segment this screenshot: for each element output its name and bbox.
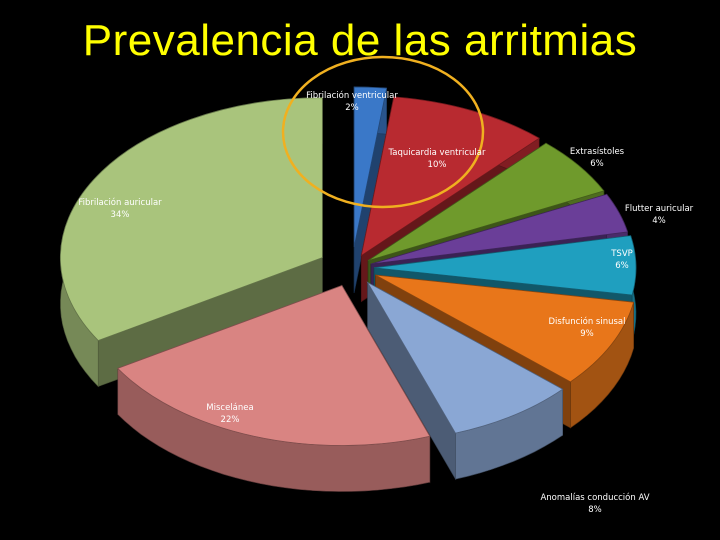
slice-value-label: 6%	[590, 159, 604, 169]
slice-2	[360, 96, 540, 257]
slice-value-label: 6%	[615, 261, 629, 271]
pie-tops	[59, 86, 637, 446]
slice-label: Flutter auricular	[625, 204, 694, 214]
slice-label: Miscelánea	[206, 403, 253, 413]
slice-label: Taquicardia ventricular	[388, 148, 487, 158]
slice-5	[373, 235, 637, 296]
slice-label: Disfunción sinusal	[549, 316, 626, 327]
slice-8	[117, 285, 431, 446]
slice-label: Extrasístoles	[570, 147, 625, 157]
slice-6	[375, 274, 635, 383]
slice-value-label: 9%	[580, 329, 594, 339]
slice-value-label: 10%	[428, 160, 447, 170]
slice-4	[370, 193, 629, 265]
slice-value-label: 4%	[652, 216, 666, 226]
slide-title: Prevalencia de las arritmias	[82, 16, 638, 65]
highlight-ellipse	[281, 55, 485, 209]
slice-3	[367, 142, 605, 262]
slice-1	[353, 86, 388, 248]
slice-label: Anomalías conducción AV	[540, 492, 649, 503]
slice-label: Fibrilación ventricular	[306, 90, 398, 101]
slice-value-label: 8%	[588, 505, 602, 515]
slice-label: Fibrilación auricular	[78, 197, 162, 208]
slice-label: TSVP	[610, 249, 633, 259]
slice-value-label: 2%	[345, 103, 359, 113]
slice-value-label: 34%	[111, 210, 130, 220]
slice-9	[59, 97, 323, 341]
slice-value-label: 22%	[221, 415, 240, 425]
pie-labels: Fibrilación ventricular 2% Taquicardia ven…	[78, 90, 693, 515]
slice-7	[366, 281, 564, 434]
highlight-layer	[281, 55, 485, 209]
